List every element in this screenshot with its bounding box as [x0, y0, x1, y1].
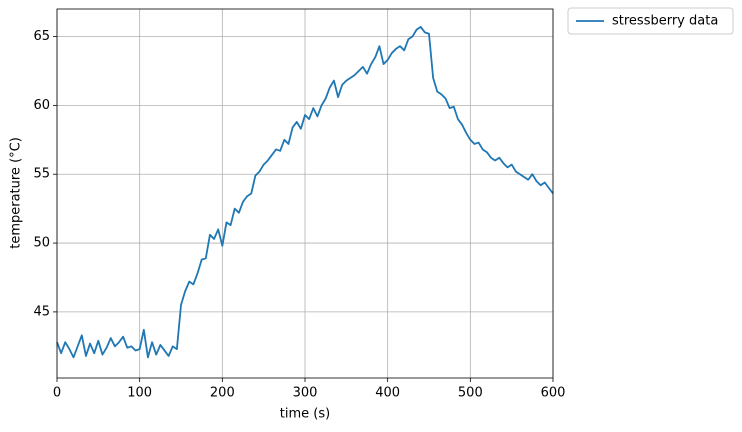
plot-frame	[56, 8, 554, 379]
x-tick-label: 300	[293, 386, 318, 401]
x-tick-label: 200	[210, 386, 235, 401]
data-line	[56, 26, 554, 359]
y-tick-label: 65	[33, 29, 50, 44]
x-tick-label: 600	[541, 386, 566, 401]
x-tick-label: 100	[127, 386, 152, 401]
y-tick-label: 55	[33, 167, 50, 182]
y-axis-label: temperature (°C)	[9, 137, 24, 249]
y-tick-label: 45	[33, 304, 50, 319]
x-tick-label: 0	[53, 386, 61, 401]
y-tick-label: 60	[33, 98, 50, 113]
legend-label: stressberry data	[612, 14, 718, 29]
x-tick-label: 400	[375, 386, 400, 401]
y-tick-label: 50	[33, 236, 50, 251]
x-tick-label: 500	[458, 386, 483, 401]
x-axis-label: time (s)	[280, 407, 330, 422]
legend-box	[567, 7, 734, 35]
